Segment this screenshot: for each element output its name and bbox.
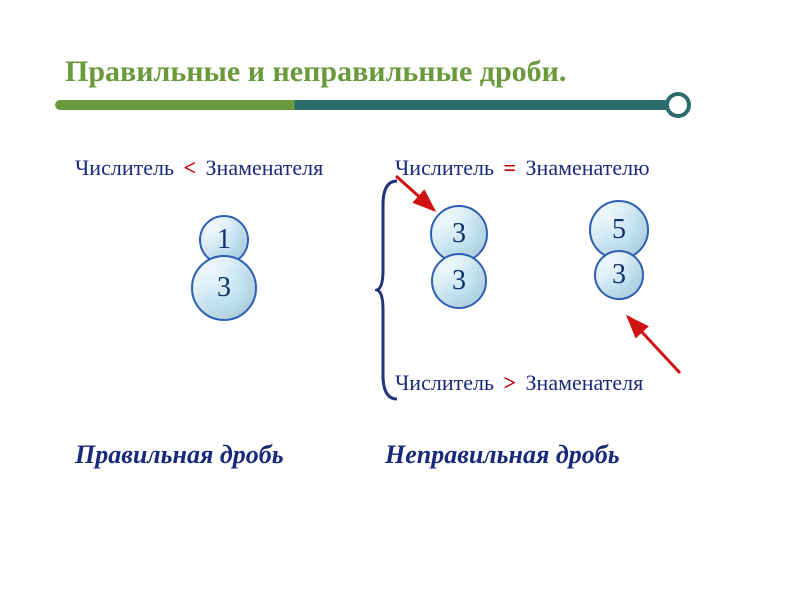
fraction-1-3: 1 3 (190, 215, 258, 321)
fraction-5-3-den-text: 3 (612, 259, 626, 291)
underline-cap-inner (669, 96, 687, 114)
bracket-icon (375, 175, 405, 405)
fraction-5-3: 5 3 (585, 200, 653, 300)
relation-gt-op: > (499, 370, 520, 395)
title-underline (55, 100, 685, 110)
underline-bar (55, 100, 685, 110)
relation-gt: Числитель > Знаменателя (395, 370, 643, 396)
conclusion-improper-text: Неправильная дробь (385, 440, 620, 469)
page-title: Правильные и неправильные дроби. (65, 55, 566, 89)
fraction-3-3-num-text: 3 (452, 218, 466, 250)
fraction-3-3-denominator: 3 (431, 253, 487, 309)
fraction-3-3-den-text: 3 (452, 265, 466, 297)
fraction-3-3: 3 3 (425, 205, 493, 309)
title-text: Правильные и неправильные дроби. (65, 55, 566, 88)
fraction-1-3-num-text: 1 (217, 224, 231, 256)
relation-eq-right: Знаменателю (526, 155, 650, 180)
relation-eq-left: Числитель (395, 155, 494, 180)
relation-eq: Числитель = Знаменателю (395, 155, 650, 181)
conclusion-proper-text: Правильная дробь (75, 440, 284, 469)
relation-lt: Числитель < Знаменателя (75, 155, 323, 181)
conclusion-proper: Правильная дробь (75, 440, 284, 470)
relation-eq-op: = (499, 155, 520, 180)
fraction-1-3-denominator: 3 (191, 255, 257, 321)
relation-lt-left: Числитель (75, 155, 174, 180)
relation-gt-left: Числитель (395, 370, 494, 395)
relation-gt-right: Знаменателя (526, 370, 644, 395)
fraction-1-3-den-text: 3 (217, 272, 231, 304)
relation-lt-right: Знаменателя (206, 155, 324, 180)
fraction-5-3-denominator: 3 (594, 250, 644, 300)
conclusion-improper: Неправильная дробь (385, 440, 620, 470)
relation-lt-op: < (179, 155, 200, 180)
fraction-5-3-num-text: 5 (612, 214, 626, 246)
